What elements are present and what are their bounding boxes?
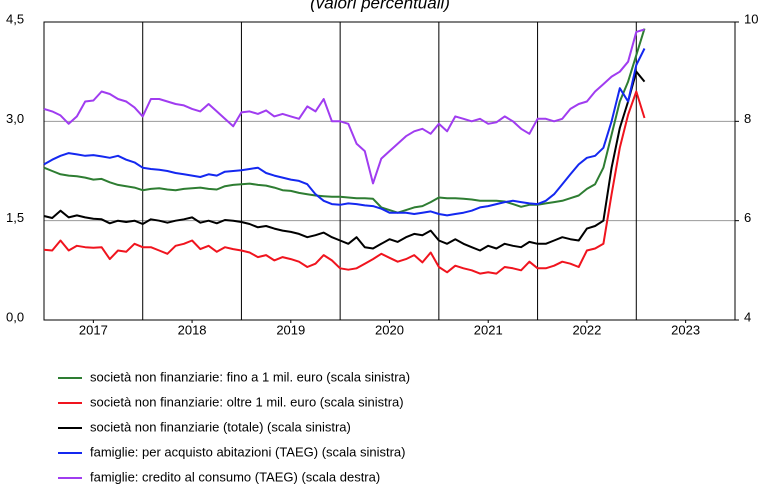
chart-subtitle: (valori percentuali) — [310, 0, 450, 12]
x-tick-label: 2023 — [671, 322, 700, 337]
legend-label: società non finanziarie: fino a 1 mil. e… — [90, 369, 410, 384]
legend-label: famiglie: per acquisto abitazioni (TAEG)… — [90, 444, 406, 459]
y2-tick-label: 6 — [744, 210, 751, 225]
legend-label: società non finanziarie: oltre 1 mil. eu… — [90, 394, 404, 409]
y-tick-label: 1,5 — [6, 210, 24, 225]
y2-tick-label: 4 — [744, 309, 751, 324]
y-tick-label: 4,5 — [6, 11, 24, 26]
legend-label: società non finanziarie (totale) (scala … — [90, 419, 351, 434]
y2-tick-label: 8 — [744, 111, 751, 126]
x-tick-label: 2019 — [276, 322, 305, 337]
y-tick-label: 0,0 — [6, 309, 24, 324]
x-tick-label: 2017 — [79, 322, 108, 337]
series-line — [43, 90, 646, 275]
series-line — [43, 70, 646, 252]
series-line — [43, 48, 646, 217]
y2-tick-label: 10 — [744, 11, 758, 26]
y-tick-label: 3,0 — [6, 111, 24, 126]
x-tick-label: 2018 — [178, 322, 207, 337]
series-line — [43, 28, 645, 185]
series-line — [43, 28, 646, 214]
x-tick-label: 2021 — [474, 322, 503, 337]
x-tick-label: 2022 — [572, 322, 601, 337]
x-tick-label: 2020 — [375, 322, 404, 337]
legend-label: famiglie: credito al consumo (TAEG) (sca… — [90, 469, 380, 484]
plot-frame — [43, 21, 736, 321]
